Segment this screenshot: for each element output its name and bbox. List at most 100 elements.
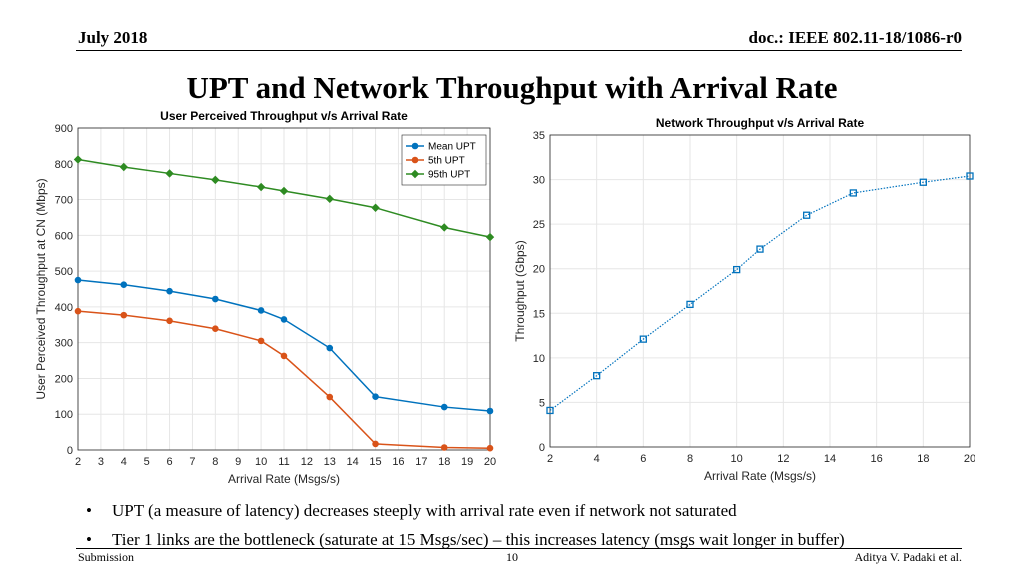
data-point: [803, 211, 811, 219]
legend-label: 5th UPT: [428, 156, 465, 167]
y-tick-label: 0: [539, 442, 545, 454]
data-point: [256, 182, 266, 192]
data-point: [119, 162, 128, 172]
x-tick-label: 6: [640, 453, 646, 465]
x-tick-label: 14: [347, 456, 359, 468]
legend-marker: [410, 169, 420, 179]
x-tick-label: 16: [871, 453, 883, 465]
x-tick-label: 3: [98, 456, 104, 468]
network-throughput-chart: 2 4 6 8 10 12 14 16 18 20 0 5 10 15 20 25 30 35 Network Th…: [513, 116, 975, 483]
y-tick-label: 600: [55, 230, 73, 242]
y-tick-label: 15: [533, 308, 545, 320]
y-tick-label: 30: [533, 175, 545, 187]
data-point: [440, 444, 448, 451]
chart-title: Network Throughput v/s Arrival Rate: [656, 116, 865, 130]
x-tick-label: 20: [964, 453, 975, 465]
data-point: [74, 307, 82, 315]
bullet-dot: •: [86, 501, 92, 520]
upt-chart: 2 3 4 5 6 7 8 9 10 11 12 13 14 15 16 17 18 19 200100200300…: [34, 109, 496, 486]
y-tick-label: 800: [55, 159, 73, 171]
bullet-text: UPT (a measure of latency) decreases ste…: [112, 501, 737, 520]
x-tick-label: 11: [278, 456, 289, 468]
header-date: July 2018: [78, 28, 148, 47]
chart-title: User Perceived Throughput v/s Arrival Ra…: [160, 109, 408, 123]
x-tick-label: 16: [392, 456, 404, 468]
x-tick-label: 20: [484, 456, 496, 468]
data-point: [326, 344, 334, 352]
series-line: [549, 175, 971, 411]
plot-frame: [549, 134, 971, 448]
data-point: [371, 203, 380, 212]
data-point: [257, 307, 265, 314]
data-point: [756, 245, 764, 253]
bullet-dot: •: [86, 530, 92, 549]
series-line: [77, 158, 491, 238]
data-point: [486, 407, 494, 415]
x-tick-label: 6: [166, 456, 172, 468]
data-point: [733, 265, 741, 274]
series-line: [77, 279, 491, 412]
series-line: [77, 310, 491, 449]
x-tick-label: 19: [461, 456, 473, 468]
y-tick-label: 10: [533, 353, 545, 365]
header-divider: [76, 50, 962, 51]
y-axis-label: Throughput (Gbps): [513, 240, 527, 341]
y-tick-label: 400: [55, 302, 73, 314]
data-point: [280, 316, 288, 323]
plot-area: [550, 135, 970, 447]
x-tick-label: 15: [369, 456, 381, 468]
data-point: [73, 155, 83, 164]
x-tick-label: 8: [687, 453, 693, 465]
x-tick-label: 13: [324, 456, 336, 468]
x-tick-label: 8: [212, 456, 218, 468]
data-point: [120, 311, 128, 319]
y-tick-label: 100: [55, 409, 73, 421]
y-tick-label: 200: [55, 373, 73, 385]
legend-label: Mean UPT: [428, 142, 476, 153]
footer-author: Aditya V. Padaki et al.: [854, 550, 962, 564]
y-axis-label: User Perceived Throughput at CN (Mbps): [34, 178, 48, 399]
y-tick-label: 0: [67, 445, 73, 457]
data-point: [440, 223, 449, 232]
footer-submission: Submission: [78, 550, 135, 564]
footer-divider: [76, 548, 962, 549]
x-tick-label: 12: [301, 456, 313, 468]
legend-marker: [411, 142, 419, 150]
y-tick-label: 35: [533, 130, 545, 142]
x-tick-label: 5: [144, 456, 150, 468]
legend-marker: [411, 156, 419, 164]
data-point: [849, 189, 857, 197]
x-tick-label: 2: [75, 456, 81, 468]
x-tick-label: 4: [594, 453, 600, 465]
x-tick-label: 17: [415, 456, 427, 468]
y-tick-label: 500: [55, 266, 73, 278]
x-axis-label: Arrival Rate (Msgs/s): [228, 472, 340, 486]
data-point: [546, 406, 554, 415]
data-point: [211, 175, 220, 185]
slide-title: UPT and Network Throughput with Arrival …: [186, 70, 838, 105]
bullet-item: • Tier 1 links are the bottleneck (satura…: [86, 525, 845, 554]
data-point: [966, 172, 974, 180]
x-tick-label: 7: [189, 456, 195, 468]
data-point: [326, 393, 334, 401]
data-point: [74, 276, 82, 284]
bullet-text: Tier 1 links are the bottleneck (saturat…: [112, 530, 845, 549]
data-point: [212, 295, 219, 303]
x-tick-label: 10: [255, 456, 267, 468]
plot-frame: [77, 127, 491, 451]
data-point: [166, 317, 173, 325]
x-tick-label: 10: [731, 453, 743, 465]
data-point: [257, 337, 265, 345]
y-tick-label: 700: [55, 195, 73, 207]
y-tick-label: 25: [533, 219, 545, 231]
x-tick-label: 4: [121, 456, 127, 468]
y-tick-label: 300: [55, 338, 73, 350]
data-point: [919, 178, 927, 186]
footer-page-number: 10: [506, 550, 518, 564]
data-point: [639, 335, 647, 343]
data-point: [166, 287, 173, 295]
x-tick-label: 18: [438, 456, 450, 468]
x-axis-label: Arrival Rate (Msgs/s): [704, 469, 816, 483]
x-tick-label: 18: [917, 453, 929, 465]
data-point: [280, 352, 288, 360]
